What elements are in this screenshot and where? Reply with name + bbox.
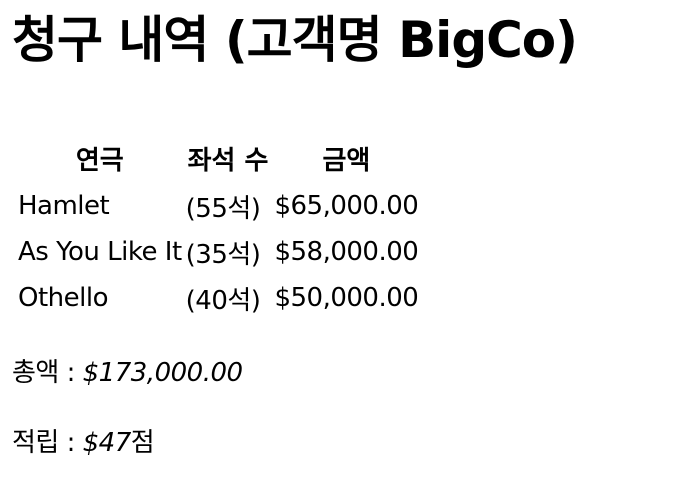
credits-line: 적립 : $47점 bbox=[12, 422, 155, 459]
credits-label: 적립 : bbox=[12, 428, 83, 458]
table-row: Hamlet (55석) $65,000.00 bbox=[16, 183, 420, 229]
column-header-amount: 금액 bbox=[322, 146, 371, 176]
table-row: As You Like It (35석) $58,000.00 bbox=[16, 229, 420, 275]
invoice-table: 연극 좌석 수 금액 Hamlet (55석) $65,000.00 As Yo… bbox=[16, 136, 420, 321]
total-value: $173,000.00 bbox=[82, 358, 243, 388]
column-header-seats: 좌석 수 bbox=[187, 146, 269, 176]
page-title: 청구 내역 (고객명 BigCo) bbox=[12, 11, 578, 69]
amount-cell: $65,000.00 bbox=[274, 191, 419, 221]
total-amount-line: 총액 : $173,000.00 bbox=[12, 352, 243, 389]
seat-count-cell: (40석) bbox=[185, 285, 261, 316]
total-label: 총액 : bbox=[12, 358, 83, 388]
table-row: Othello (40석) $50,000.00 bbox=[16, 275, 420, 321]
seat-count-cell: (35석) bbox=[185, 239, 261, 270]
amount-cell: $50,000.00 bbox=[274, 283, 419, 313]
seat-count-cell: (55석) bbox=[185, 193, 261, 224]
table-header-row: 연극 좌석 수 금액 bbox=[16, 136, 420, 183]
credits-value: $47 bbox=[82, 428, 132, 458]
column-header-play: 연극 bbox=[75, 146, 124, 176]
play-name-cell: As You Like It bbox=[18, 237, 182, 267]
credits-suffix: 점 bbox=[130, 428, 155, 458]
amount-cell: $58,000.00 bbox=[274, 237, 419, 267]
play-name-cell: Othello bbox=[18, 283, 108, 313]
play-name-cell: Hamlet bbox=[18, 191, 110, 221]
